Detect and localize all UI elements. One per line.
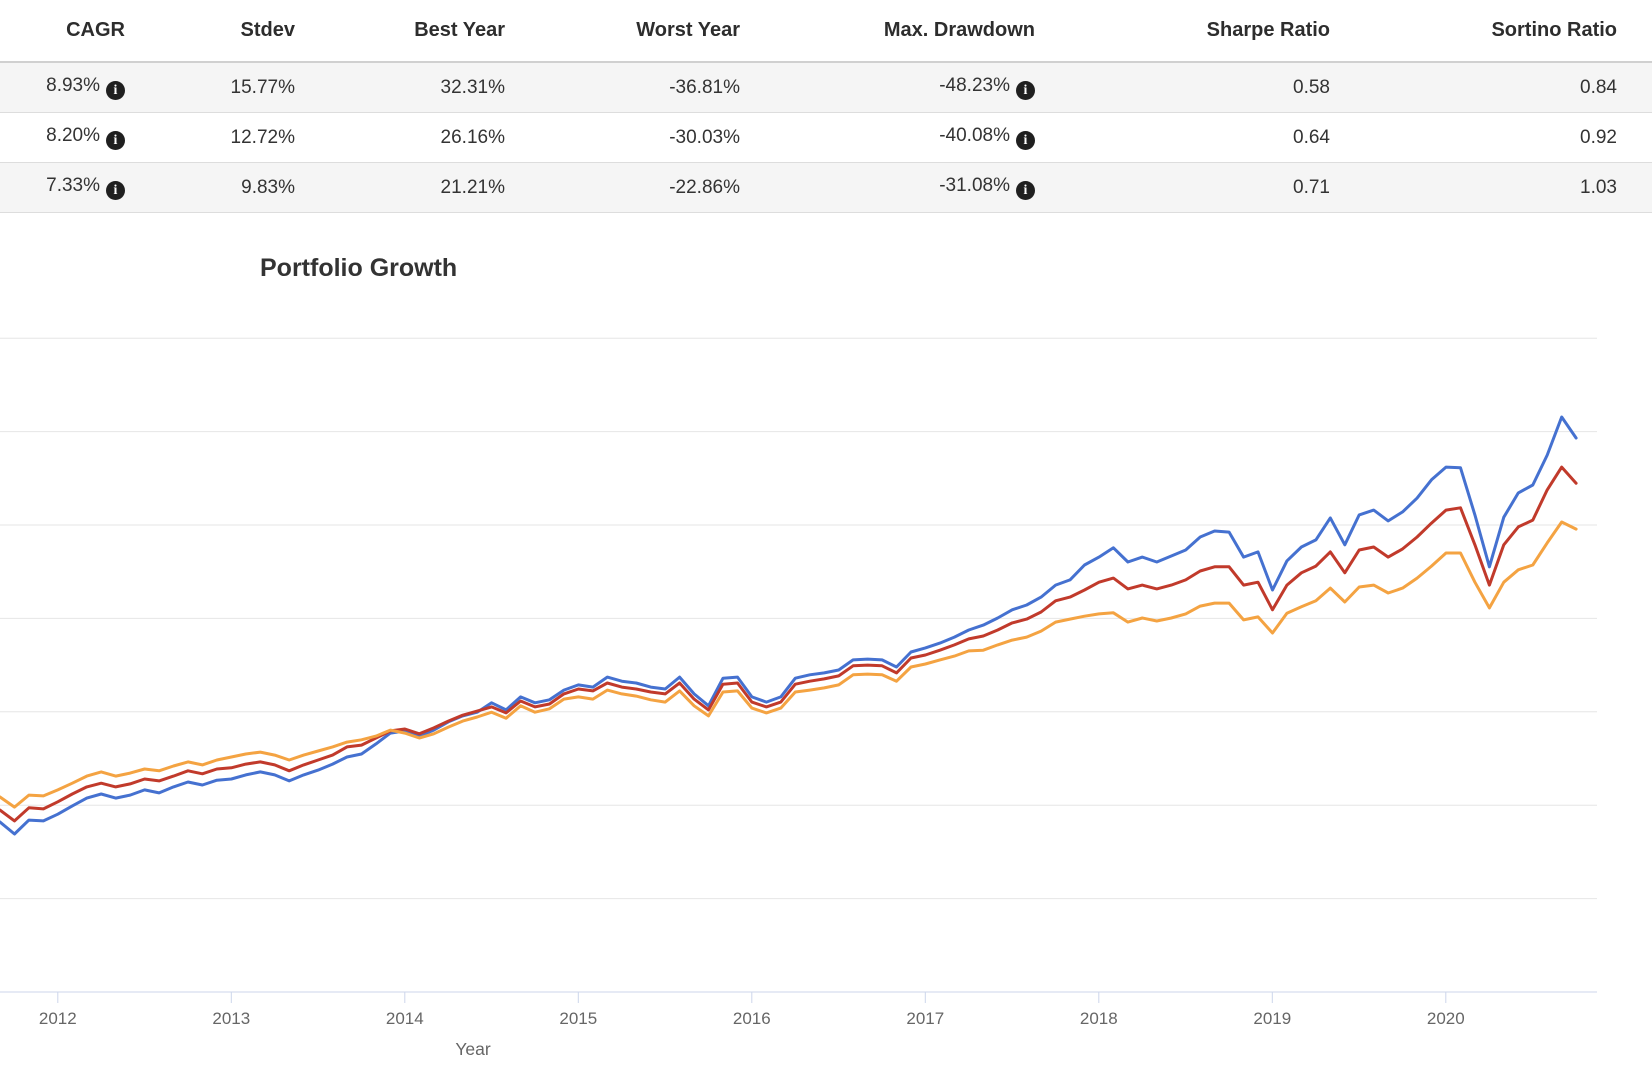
column-header-sortino-ratio: Sortino Ratio <box>1365 0 1652 63</box>
max-drawdown-value: -31.08% <box>939 175 1010 196</box>
best-year-value: 32.31% <box>440 76 505 98</box>
performance-summary-table: CAGR Stdev Best Year Worst Year Max. Drawdow… <box>0 0 1652 213</box>
best-year-cell: 32.31% <box>330 62 540 113</box>
max-drawdown-value: -48.23% <box>939 75 1010 96</box>
x-tick-label-2020: 2020 <box>1427 1009 1465 1028</box>
column-header-cagr: CAGR <box>0 0 160 63</box>
sharpe-ratio-value: 0.58 <box>1293 76 1330 98</box>
max-drawdown-cell: -40.08% i <box>775 113 1070 163</box>
x-tick-label-2012: 2012 <box>39 1009 77 1028</box>
table-row-portfolio-3: 7.33% i 9.83% 21.21% -22.86% -31.08% i 0.71 1.03 <box>0 162 1652 213</box>
info-icon[interactable]: i <box>106 131 125 150</box>
sharpe-ratio-cell: 0.64 <box>1070 113 1365 163</box>
cagr-value: 8.20% <box>46 125 100 146</box>
x-tick-label-2016: 2016 <box>733 1009 771 1028</box>
info-icon[interactable]: i <box>106 81 125 100</box>
sortino-ratio-value: 0.92 <box>1580 126 1617 148</box>
sortino-ratio-cell: 0.84 <box>1365 62 1652 113</box>
best-year-cell: 21.21% <box>330 163 540 213</box>
x-tick-label-2017: 2017 <box>906 1009 944 1028</box>
x-tick-label-2014: 2014 <box>386 1009 424 1028</box>
x-tick-label-2019: 2019 <box>1253 1009 1291 1028</box>
column-header-max-drawdown: Max. Drawdown <box>775 0 1070 63</box>
sharpe-ratio-cell: 0.58 <box>1070 62 1365 113</box>
stdev-cell: 9.83% <box>160 163 330 213</box>
worst-year-cell: -36.81% <box>540 62 775 113</box>
max-drawdown-value: -40.08% <box>939 125 1010 146</box>
chart-title: Portfolio Growth <box>260 254 458 282</box>
best-year-value: 26.16% <box>440 126 505 148</box>
worst-year-value: -30.03% <box>669 126 740 148</box>
sharpe-ratio-value: 0.64 <box>1293 126 1330 148</box>
worst-year-value: -36.81% <box>669 76 740 98</box>
table-row-portfolio-2: 8.20% i 12.72% 26.16% -30.03% -40.08% i 0.64 0.9… <box>0 112 1652 163</box>
stdev-value: 9.83% <box>241 176 295 198</box>
sharpe-ratio-cell: 0.71 <box>1070 163 1365 213</box>
column-header-stdev: Stdev <box>160 0 330 63</box>
worst-year-cell: -30.03% <box>540 113 775 163</box>
table-row-portfolio-1: 8.93% i 15.77% 32.31% -36.81% -48.23% i 0.58 0.8… <box>0 62 1652 113</box>
cagr-cell: 7.33% i <box>0 163 160 213</box>
x-axis-title: Year <box>455 1039 491 1059</box>
x-tick-label-2013: 2013 <box>212 1009 250 1028</box>
column-header-worst-year: Worst Year <box>540 0 775 63</box>
info-icon[interactable]: i <box>1016 131 1035 150</box>
column-header-best-year: Best Year <box>330 0 540 63</box>
sortino-ratio-value: 0.84 <box>1580 76 1617 98</box>
stdev-value: 12.72% <box>230 126 295 148</box>
sharpe-ratio-value: 0.71 <box>1293 176 1330 198</box>
best-year-value: 21.21% <box>440 176 505 198</box>
sortino-ratio-cell: 0.92 <box>1365 113 1652 163</box>
sortino-ratio-value: 1.03 <box>1580 176 1617 198</box>
column-header-sharpe-ratio: Sharpe Ratio <box>1070 0 1365 63</box>
best-year-cell: 26.16% <box>330 113 540 163</box>
cagr-value: 7.33% <box>46 175 100 196</box>
max-drawdown-cell: -31.08% i <box>775 163 1070 213</box>
info-icon[interactable]: i <box>1016 181 1035 200</box>
worst-year-cell: -22.86% <box>540 163 775 213</box>
stdev-cell: 15.77% <box>160 62 330 113</box>
worst-year-value: -22.86% <box>669 176 740 198</box>
stdev-cell: 12.72% <box>160 113 330 163</box>
x-tick-label-2015: 2015 <box>559 1009 597 1028</box>
series-line-portfolio-2[interactable] <box>0 465 1578 823</box>
stdev-value: 15.77% <box>230 76 295 98</box>
table-header-row: CAGR Stdev Best Year Worst Year Max. Drawdow… <box>0 0 1652 63</box>
info-icon[interactable]: i <box>1016 81 1035 100</box>
series-line-portfolio-3[interactable] <box>0 520 1578 809</box>
cagr-value: 8.93% <box>46 75 100 96</box>
max-drawdown-cell: -48.23% i <box>775 62 1070 113</box>
info-icon[interactable]: i <box>106 181 125 200</box>
x-tick-label-2018: 2018 <box>1080 1009 1118 1028</box>
cagr-cell: 8.20% i <box>0 113 160 163</box>
series-line-portfolio-1[interactable] <box>0 415 1578 836</box>
sortino-ratio-cell: 1.03 <box>1365 163 1652 213</box>
cagr-cell: 8.93% i <box>0 62 160 113</box>
